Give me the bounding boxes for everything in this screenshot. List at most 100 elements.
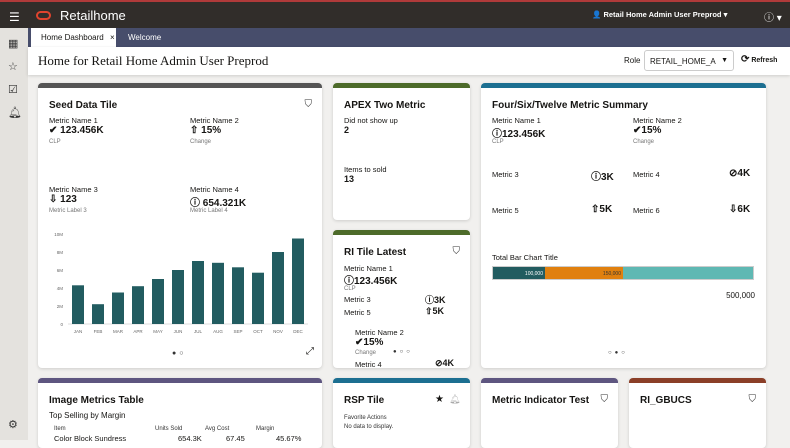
role-label: Role <box>624 56 641 65</box>
metric-value: ✔ 123.456K <box>49 125 104 136</box>
metric-name: Metric Name 1 <box>49 116 98 125</box>
x-tick-label: DEC <box>293 329 303 334</box>
filter-icon[interactable]: ⛉ <box>600 394 609 405</box>
bar-mar[interactable] <box>112 292 124 325</box>
metric-name: Did not show up <box>344 116 398 125</box>
check-circle-icon: ✔ <box>355 337 364 348</box>
x-tick-label: MAR <box>113 329 124 334</box>
metric-value: ⇩6K <box>729 204 751 215</box>
y-tick-label: 8M <box>57 250 64 255</box>
bar-jul[interactable] <box>192 261 204 324</box>
rsp-tile: RSP Tile ★ 🔔︎ Favorite Actions No data t… <box>333 378 470 448</box>
metric-name: Metric 5 <box>344 308 371 317</box>
apex-two-metric-tile: APEX Two Metric Did not show up 2 Items … <box>333 83 470 220</box>
metric-value: ⓘ 654.321K <box>190 198 247 209</box>
check-circle-icon: ✔ <box>633 125 642 136</box>
metric-value: 13 <box>344 174 355 184</box>
x-tick-label: APR <box>133 329 143 334</box>
metric-value: 2 <box>344 125 350 135</box>
x-tick-label: FEB <box>94 329 103 334</box>
tile-title: APEX Two Metric <box>344 100 426 111</box>
metric-label: Change <box>633 139 655 145</box>
pagination-dots[interactable]: ●○○ <box>393 349 413 355</box>
column-header: Margin <box>256 426 275 432</box>
pagination-dots[interactable]: ●○ <box>172 350 187 357</box>
metric-name: Metric Name 3 <box>49 185 98 194</box>
page-header: Home for Retail Home Admin User Preprod … <box>28 47 790 75</box>
role-select[interactable]: RETAIL_HOME_A ▼ <box>644 50 734 71</box>
metric-label: CLP <box>49 139 61 145</box>
filter-icon[interactable]: ⛉ <box>748 394 757 405</box>
bar-jan[interactable] <box>72 285 84 324</box>
bar-jun[interactable] <box>172 270 184 324</box>
settings-gear-icon[interactable]: ⚙ <box>8 419 18 431</box>
refresh-icon: ⟳ <box>741 54 750 65</box>
filter-icon[interactable]: ⛉ <box>304 99 313 110</box>
filter-icon[interactable]: ⛉ <box>452 246 461 257</box>
x-tick-label: JUL <box>194 329 202 334</box>
x-tick-label: OCT <box>253 329 263 334</box>
x-tick-label: JUN <box>174 329 183 334</box>
dashboard-grid-icon[interactable]: ▦ <box>8 38 19 50</box>
arrow-down-icon: ⇩ <box>49 194 58 205</box>
metric-value: ⇩ 123 <box>49 194 77 205</box>
role-value: RETAIL_HOME_A <box>650 57 716 66</box>
no-data-message: No data to display. <box>344 424 394 430</box>
tab-welcome[interactable]: Welcome <box>128 33 162 42</box>
metric-value: ⇧ 15% <box>190 125 222 136</box>
metric-value: ⇧5K <box>591 204 613 215</box>
tasks-icon[interactable]: ☑ <box>8 84 18 96</box>
user-menu[interactable]: 👤 Retail Home Admin User Preprod ▾ <box>592 10 728 19</box>
metric-name: Metric 6 <box>633 206 660 215</box>
tile-title: RI Tile Latest <box>344 247 407 258</box>
tab-home-dashboard[interactable]: Home Dashboard × <box>31 28 116 47</box>
tile-title: Metric Indicator Test <box>492 395 590 406</box>
expand-icon[interactable]: ⤢ <box>306 346 314 357</box>
bar-aug[interactable] <box>212 262 224 324</box>
metric-name: Metric Name 2 <box>190 116 239 125</box>
bar-sep[interactable] <box>232 267 244 324</box>
bar-apr[interactable] <box>132 286 144 324</box>
bar-dec[interactable] <box>292 238 304 325</box>
x-tick-label: MAY <box>153 329 162 334</box>
table-cell: 45.67% <box>276 434 302 443</box>
metric-value: ⓘ3K <box>425 295 446 305</box>
arrow-up-icon: ⇧ <box>425 306 433 316</box>
metric-label: Metric Label 4 <box>190 208 228 214</box>
metric-name: Metric 4 <box>355 360 382 368</box>
pagination-dots[interactable]: ○●○ <box>608 350 628 356</box>
y-tick-label: 0 <box>60 322 63 327</box>
tile-title: RSP Tile <box>344 395 385 406</box>
ri-tile-latest: RI Tile Latest ⛉ Metric Name 1 ⓘ123.456K… <box>333 230 470 368</box>
refresh-button[interactable]: ⟳ Refresh <box>741 54 777 65</box>
seed-data-tile: Seed Data Tile ⛉ Metric Name 1 ✔ 123.456… <box>38 83 322 368</box>
tile-title: Four/Six/Twelve Metric Summary <box>492 100 648 111</box>
metric-name: Metric Name 4 <box>190 185 239 194</box>
bar-feb[interactable] <box>92 304 104 324</box>
total-stacked-bar: 100,000 150,000 <box>492 266 754 280</box>
total-bar-title: Total Bar Chart Title <box>492 253 558 262</box>
table-cell: 67.45 <box>226 434 245 443</box>
metric-value: ⓘ123.456K <box>344 276 398 287</box>
oracle-logo <box>36 11 51 20</box>
star-icon[interactable]: ★ <box>435 394 444 405</box>
bar-oct[interactable] <box>252 272 264 324</box>
total-bar-max: 500,000 <box>726 291 755 300</box>
metric-value: ✔15% <box>633 125 662 136</box>
favorite-actions-label: Favorite Actions <box>344 415 387 421</box>
metric-value: ⊘4K <box>729 168 751 179</box>
hamburger-menu-icon[interactable]: ☰ <box>9 10 20 24</box>
help-icon[interactable]: ⓘ ▾ <box>764 13 782 24</box>
bell-icon[interactable]: 🔔︎ <box>8 107 22 119</box>
bell-icon[interactable]: 🔔︎ <box>449 394 461 404</box>
metric-summary-tile: Four/Six/Twelve Metric Summary Metric Na… <box>481 83 766 368</box>
tile-title: Seed Data Tile <box>49 100 118 111</box>
bar-nov[interactable] <box>272 252 284 324</box>
close-icon[interactable]: × <box>109 33 115 42</box>
y-tick-label: 2M <box>57 304 64 309</box>
bar-may[interactable] <box>152 279 164 324</box>
metric-name: Metric Name 1 <box>344 264 393 273</box>
star-icon[interactable]: ☆ <box>8 61 18 73</box>
metric-indicator-test-tile: Metric Indicator Test ⛉ <box>481 378 618 448</box>
arrow-down-icon: ⇩ <box>729 204 738 215</box>
